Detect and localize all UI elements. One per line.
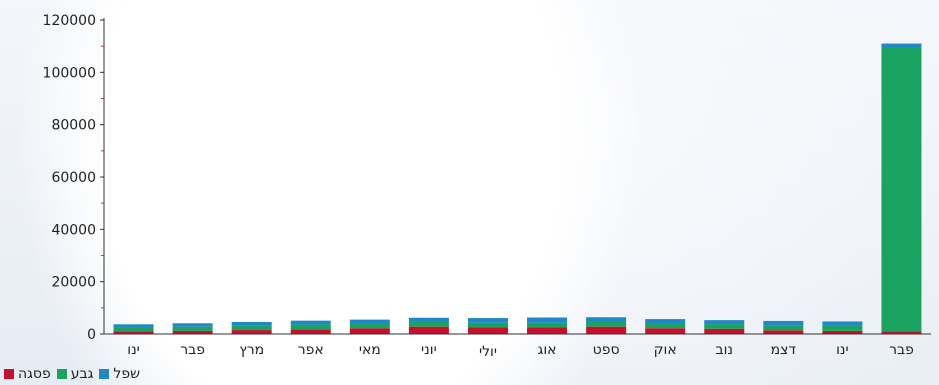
legend-label-offpeak: שפל — [113, 366, 141, 382]
legend-swatch-offpeak — [99, 369, 110, 379]
x-tick-label: אפר — [298, 342, 324, 358]
legend-item-peak[interactable]: פסגה — [4, 366, 51, 382]
bar-segment-shoulder[interactable] — [881, 47, 922, 332]
bar-segment-offpeak[interactable] — [586, 317, 627, 322]
y-tick-label: 80000 — [51, 118, 96, 134]
bar-segment-peak[interactable] — [763, 330, 804, 334]
x-tick-label: יוני — [421, 342, 437, 358]
legend-item-offpeak[interactable]: שפל — [99, 366, 140, 382]
x-tick-label: נוב — [715, 342, 733, 358]
bar-segment-offpeak[interactable] — [704, 320, 745, 325]
bar-segment-offpeak[interactable] — [349, 319, 390, 324]
bar-segment-offpeak[interactable] — [408, 317, 449, 322]
y-tick-label: 120000 — [43, 13, 96, 29]
x-axis: ינו פבר מרץ אפר מאי יוני יולי אוג ספט אוק נוב דצמ ינ… — [104, 333, 931, 360]
legend-swatch-peak — [4, 369, 14, 379]
y-tick-label: 0 — [87, 327, 96, 343]
bar-segment-peak[interactable] — [349, 328, 390, 334]
bar-segment-shoulder[interactable] — [527, 322, 568, 328]
bar-segment-peak[interactable] — [113, 331, 154, 334]
bar-segment-shoulder[interactable] — [349, 323, 390, 329]
x-tick-label: יולי — [479, 344, 497, 360]
x-tick-label: דצמ — [771, 342, 797, 358]
legend-swatch-shoulder — [56, 369, 67, 379]
bar-segment-offpeak[interactable] — [172, 323, 213, 327]
x-tick-label: פבר — [889, 342, 914, 358]
y-tick-label: 60000 — [51, 170, 96, 186]
y-axis: 0 20000 40000 60000 80000 100000 120000 — [43, 13, 105, 343]
bar-segment-shoulder[interactable] — [822, 325, 863, 331]
legend-item-shoulder[interactable]: גבע — [56, 366, 94, 382]
bar-segment-peak[interactable] — [172, 330, 213, 334]
bar-segment-shoulder[interactable] — [408, 321, 449, 327]
x-tick-label: ינו — [836, 342, 849, 358]
bar-segment-peak[interactable] — [645, 328, 686, 334]
bar-segment-offpeak[interactable] — [231, 321, 272, 326]
bar-segment-shoulder[interactable] — [172, 326, 213, 331]
bar-segment-offpeak[interactable] — [113, 324, 154, 328]
x-tick-label: אוג — [538, 342, 557, 358]
bar-segment-offpeak[interactable] — [881, 43, 922, 48]
x-tick-label: ספט — [593, 342, 620, 358]
y-tick-label: 20000 — [51, 275, 96, 291]
bar-segment-shoulder[interactable] — [290, 324, 331, 330]
bar-segment-peak[interactable] — [408, 326, 449, 334]
legend: פסגה גבע שפל — [4, 364, 140, 384]
bar-segment-peak[interactable] — [704, 328, 745, 334]
x-tick-label: אוק — [654, 342, 677, 358]
bar-segment-peak[interactable] — [467, 327, 508, 334]
x-tick-label: מרץ — [239, 342, 264, 358]
bar-segment-peak[interactable] — [881, 331, 922, 334]
bar-segment-offpeak[interactable] — [763, 320, 804, 326]
bar-segment-peak[interactable] — [231, 330, 272, 334]
bars — [113, 43, 922, 334]
legend-label-shoulder: גבע — [70, 366, 94, 382]
bar-segment-peak[interactable] — [586, 326, 627, 334]
bar-segment-peak[interactable] — [527, 327, 568, 334]
x-tick-label: פבר — [180, 342, 205, 358]
bar-segment-peak[interactable] — [290, 329, 331, 334]
bar-segment-offpeak[interactable] — [822, 321, 863, 326]
y-tick-label: 100000 — [43, 65, 96, 81]
y-tick-label: 40000 — [51, 222, 96, 238]
bar-segment-shoulder[interactable] — [231, 325, 272, 331]
bar-segment-offpeak[interactable] — [527, 317, 568, 323]
bar-segment-shoulder[interactable] — [586, 321, 627, 327]
bar-segment-shoulder[interactable] — [113, 327, 154, 332]
legend-label-peak: פסגה — [18, 366, 51, 382]
bar-segment-shoulder[interactable] — [763, 325, 804, 331]
x-tick-label: מאי — [359, 342, 381, 358]
bar-segment-shoulder[interactable] — [704, 324, 745, 329]
bar-segment-shoulder[interactable] — [645, 323, 686, 329]
bar-segment-peak[interactable] — [822, 330, 863, 334]
bar-segment-offpeak[interactable] — [290, 320, 331, 325]
bar-segment-shoulder[interactable] — [467, 322, 508, 328]
bar-segment-offpeak[interactable] — [467, 318, 508, 323]
bar-segment-offpeak[interactable] — [645, 319, 686, 324]
x-tick-label: ינו — [127, 342, 140, 358]
